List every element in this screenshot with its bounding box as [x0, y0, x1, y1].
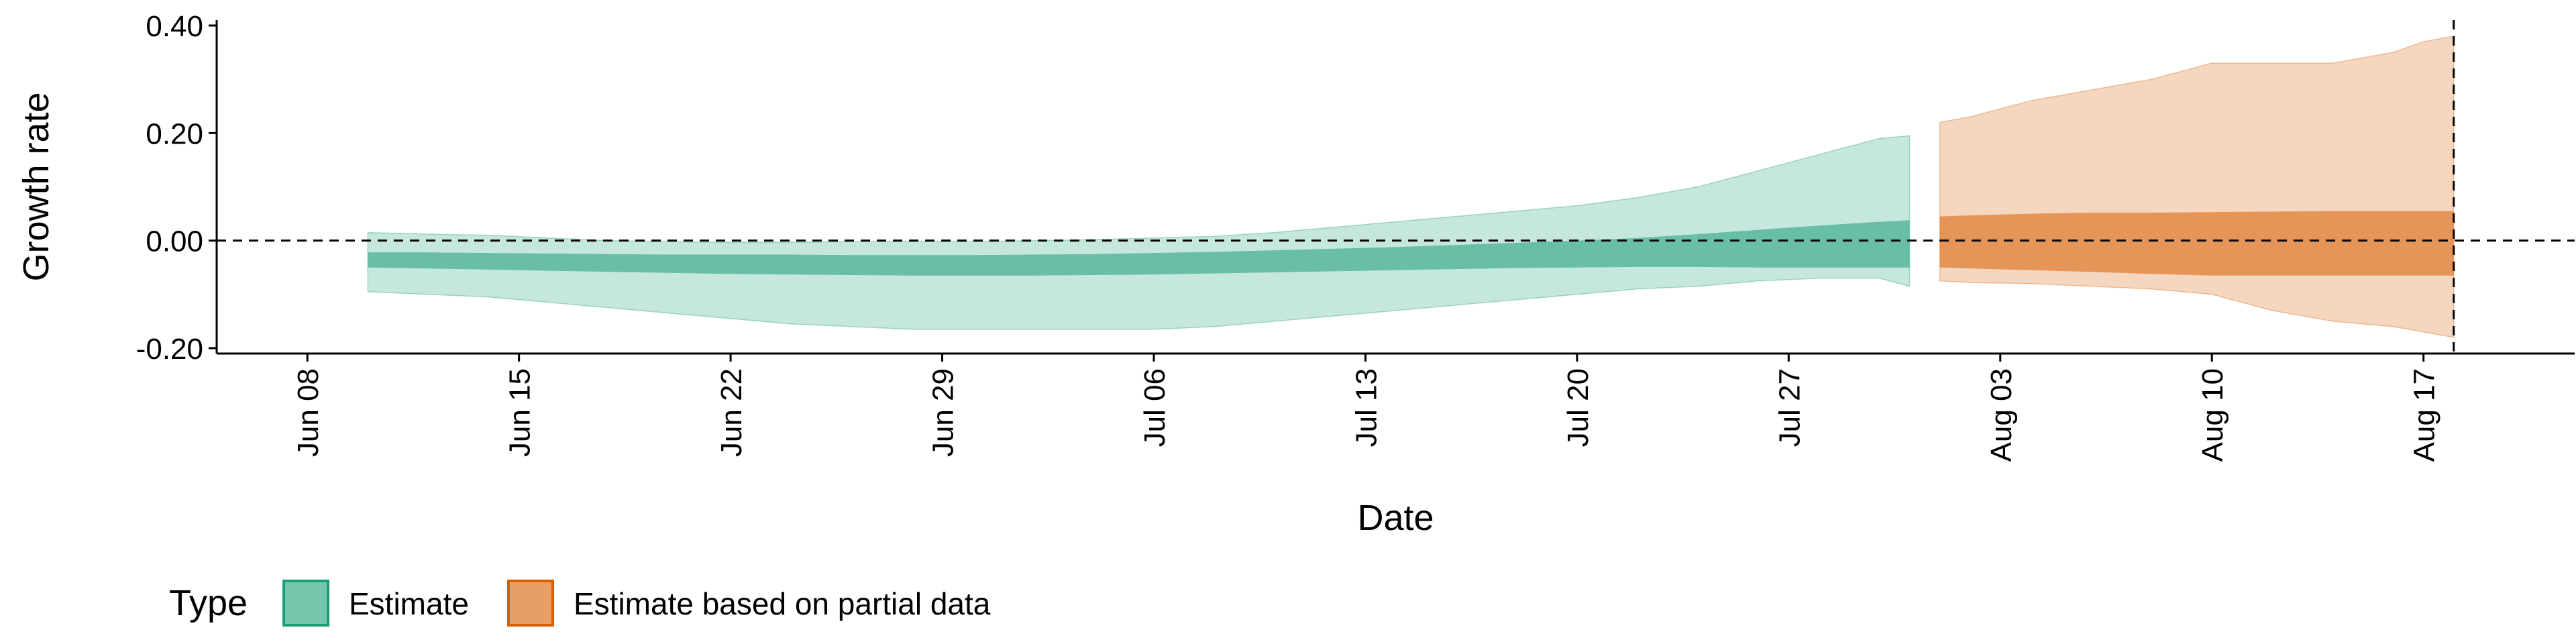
legend-label-partial-estimate: Estimate based on partial data — [574, 586, 991, 621]
x-tick-label: Jul 27 — [1773, 368, 1806, 447]
legend: Type Estimate Estimate based on partial d… — [169, 580, 991, 627]
x-tick-label: Jun 22 — [715, 368, 748, 457]
legend-swatch-estimate — [282, 580, 329, 627]
chart-bands — [367, 36, 2455, 338]
x-tick-label: Jul 20 — [1562, 368, 1595, 447]
legend-swatch-partial-estimate — [507, 580, 554, 627]
x-tick-label: Jul 06 — [1138, 368, 1171, 447]
y-tick-label: 0.20 — [146, 117, 203, 150]
x-tick-label: Jun 15 — [504, 368, 537, 457]
x-tick-label: Jun 29 — [927, 368, 960, 457]
y-tick-label: 0.40 — [146, 10, 203, 43]
x-tick-label: Jul 13 — [1350, 368, 1383, 447]
legend-label-estimate: Estimate — [349, 586, 469, 621]
legend-title: Type — [169, 583, 248, 623]
y-tick-label: -0.20 — [136, 333, 203, 366]
x-axis-label: Date — [1357, 498, 1434, 538]
chart-axes: 0.40 0.20 0.00 -0.20 Jun 08 Jun 15 Jun 22 Jun 2… — [136, 10, 2575, 462]
x-tick-label: Aug 17 — [2408, 368, 2441, 462]
estimate-outer-band — [367, 135, 1911, 330]
x-tick-label: Jun 08 — [292, 368, 325, 457]
partial-estimate-outer-band — [1939, 36, 2455, 338]
x-tick-label: Aug 10 — [2196, 368, 2229, 462]
estimate-inner-band — [368, 220, 1910, 276]
x-tick-label: Aug 03 — [1985, 368, 2018, 462]
y-tick-label: 0.00 — [146, 225, 203, 258]
partial-estimate-inner-band — [1939, 211, 2454, 276]
y-axis-label: Growth rate — [16, 92, 56, 281]
